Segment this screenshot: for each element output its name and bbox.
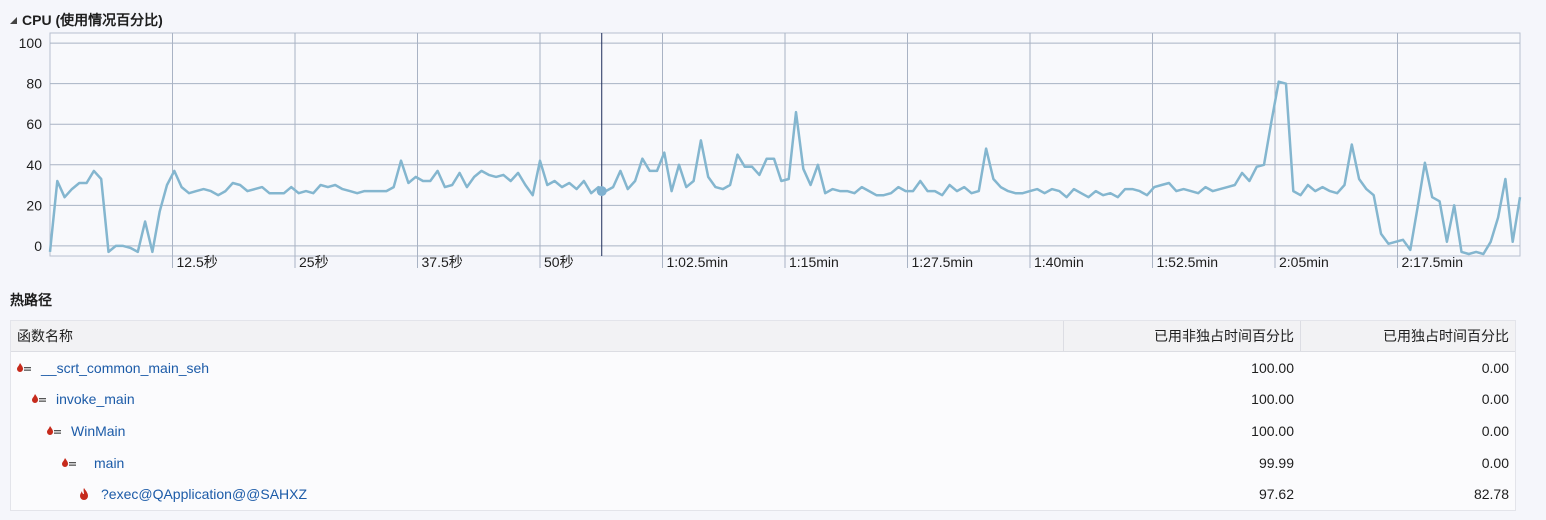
exclusive-time-cell: 82.78 xyxy=(1473,486,1509,503)
hot-path-arrow-icon xyxy=(47,425,71,437)
x-tick-label: 1:40min xyxy=(1034,254,1084,270)
table-row[interactable]: ?exec@QApplication@@SAHXZ 97.62 82.78 xyxy=(11,478,1515,510)
table-row[interactable]: main 99.99 0.00 xyxy=(11,447,1515,479)
x-tick-label: 1:15min xyxy=(789,254,839,270)
x-tick-label: 25秒 xyxy=(299,254,329,270)
column-header-function-name[interactable]: 函数名称 xyxy=(17,328,73,344)
function-name-cell: main xyxy=(11,455,1063,471)
x-tick-label: 50秒 xyxy=(544,254,574,270)
hot-path-arrow-icon xyxy=(17,362,41,374)
x-tick-label: 37.5秒 xyxy=(422,254,463,270)
function-name-link[interactable]: ?exec@QApplication@@SAHXZ xyxy=(101,486,308,503)
cpu-section-title: CPU (使用情况百分比) xyxy=(22,12,163,28)
exclusive-time-cell: 0.00 xyxy=(1481,391,1509,408)
exclusive-time-cell: 0.00 xyxy=(1481,422,1509,439)
hot-path-grid: 函数名称 已用非独占时间百分比 已用独占时间百分比 __scrt_common_… xyxy=(10,320,1516,511)
x-tick-label: 1:27.5min xyxy=(912,254,973,270)
column-header-inclusive[interactable]: 已用非独占时间百分比 xyxy=(1063,321,1300,351)
exclusive-time-cell: 0.00 xyxy=(1481,359,1509,376)
x-tick-label: 2:05min xyxy=(1279,254,1329,270)
x-tick-label: 2:17.5min xyxy=(1402,254,1463,270)
y-tick-label: 40 xyxy=(26,157,42,173)
function-name-cell: ?exec@QApplication@@SAHXZ xyxy=(11,486,1063,502)
time-cursor-marker xyxy=(596,186,607,197)
column-header-exclusive[interactable]: 已用独占时间百分比 xyxy=(1300,321,1515,351)
grid-header: 函数名称 已用非独占时间百分比 已用独占时间百分比 xyxy=(11,321,1515,352)
inclusive-time-cell: 100.00 xyxy=(1251,359,1294,376)
y-tick-label: 20 xyxy=(26,197,42,213)
hot-path-title: 热路径 xyxy=(10,292,52,308)
y-tick-label: 100 xyxy=(19,35,43,51)
exclusive-time-cell: 0.00 xyxy=(1481,454,1509,471)
y-tick-label: 0 xyxy=(34,238,42,254)
inclusive-time-cell: 99.99 xyxy=(1258,454,1294,471)
y-tick-label: 80 xyxy=(26,76,42,92)
inclusive-time-cell: 100.00 xyxy=(1251,391,1294,408)
function-name-link[interactable]: WinMain xyxy=(71,422,126,439)
function-name-cell: __scrt_common_main_seh xyxy=(11,360,1063,376)
x-tick-label: 1:02.5min xyxy=(667,254,728,270)
inclusive-time-cell: 97.62 xyxy=(1258,486,1294,503)
inclusive-time-cell: 100.00 xyxy=(1251,422,1294,439)
cpu-usage-series-line xyxy=(48,80,1522,256)
function-name-cell: WinMain xyxy=(11,423,1063,439)
x-tick-label: 1:52.5min xyxy=(1157,254,1218,270)
cpu-usage-chart[interactable]: 0 20 40 60 80 100 12.5秒 25秒 37.5秒 50秒 1:02.5min 1:1… xyxy=(0,28,1546,272)
function-name-link[interactable]: invoke_main xyxy=(56,391,135,408)
hot-path-arrow-icon xyxy=(32,393,56,405)
function-name-cell: invoke_main xyxy=(11,391,1063,407)
table-row[interactable]: __scrt_common_main_seh 100.00 0.00 xyxy=(11,352,1515,384)
table-row[interactable]: invoke_main 100.00 0.00 xyxy=(11,384,1515,416)
flame-icon xyxy=(77,487,101,501)
cpu-section-header[interactable]: CPU (使用情况百分比) xyxy=(10,10,163,30)
table-row[interactable]: WinMain 100.00 0.00 xyxy=(11,415,1515,447)
function-name-link[interactable]: main xyxy=(94,454,125,471)
function-name-link[interactable]: __scrt_common_main_seh xyxy=(41,359,210,376)
x-tick-label: 12.5秒 xyxy=(177,254,218,270)
collapse-triangle-icon[interactable] xyxy=(10,16,17,24)
grid-body: __scrt_common_main_seh 100.00 0.00 invoke_m… xyxy=(11,352,1515,510)
y-tick-label: 60 xyxy=(26,116,42,132)
hot-path-arrow-icon xyxy=(62,457,86,469)
